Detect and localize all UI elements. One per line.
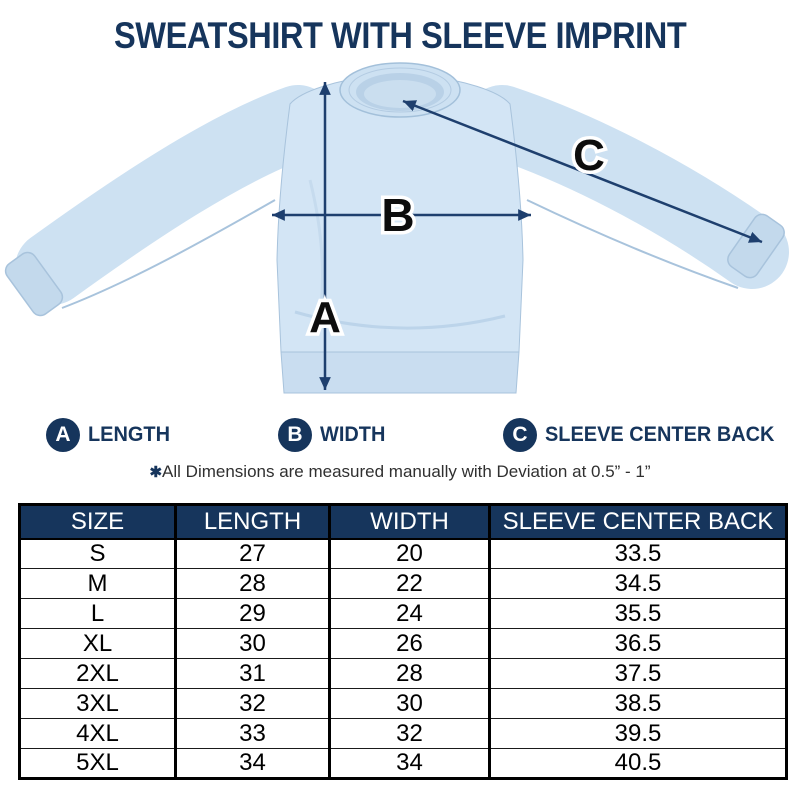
cell-length: 28 <box>174 568 330 599</box>
width-letter: B <box>381 189 414 241</box>
table-row-s: S 27 20 33.5 <box>19 538 787 569</box>
table-row-5xl: 5XL 34 34 40.5 <box>19 748 787 779</box>
cell-width: 28 <box>328 658 490 689</box>
cell-size: S <box>19 538 176 569</box>
cell-size: 5XL <box>19 748 176 779</box>
table-row-3xl: 3XL 32 30 38.5 <box>19 688 787 719</box>
cell-width: 30 <box>328 688 490 719</box>
cell-sleeve: 33.5 <box>488 538 787 569</box>
table-row-m: M 28 22 34.5 <box>19 568 787 599</box>
length-letter: A <box>309 293 341 342</box>
cell-length: 34 <box>174 748 330 779</box>
cell-size: L <box>19 598 176 629</box>
cell-width: 26 <box>328 628 490 659</box>
cell-length: 33 <box>174 718 330 749</box>
cell-width: 24 <box>328 598 490 629</box>
table-header-row: SIZE LENGTH WIDTH SLEEVE CENTER BACK <box>19 504 787 540</box>
cell-width: 22 <box>328 568 490 599</box>
cell-size: M <box>19 568 176 599</box>
legend-badge-b: B <box>278 417 312 452</box>
cell-sleeve: 39.5 <box>488 718 787 749</box>
measurement-note: ✱All Dimensions are measured manually wi… <box>149 462 651 481</box>
cell-sleeve: 34.5 <box>488 568 787 599</box>
cell-width: 34 <box>328 748 490 779</box>
col-header-size: SIZE <box>19 504 176 540</box>
cell-width: 20 <box>328 538 490 569</box>
cell-size: XL <box>19 628 176 659</box>
waistband <box>280 351 520 394</box>
cell-sleeve: 37.5 <box>488 658 787 689</box>
table-row-4xl: 4XL 33 32 39.5 <box>19 718 787 749</box>
cell-length: 31 <box>174 658 330 689</box>
size-table: SIZE LENGTH WIDTH SLEEVE CENTER BACK S 2… <box>18 503 788 780</box>
col-header-length: LENGTH <box>174 504 330 540</box>
cell-sleeve: 38.5 <box>488 688 787 719</box>
legend-width: B WIDTH <box>278 417 389 452</box>
left-cuff <box>4 251 64 317</box>
sleeve-letter: C <box>573 131 605 180</box>
cell-size: 2XL <box>19 658 176 689</box>
table-row-xl: XL 30 26 36.5 <box>19 628 787 659</box>
table-row-2xl: 2XL 31 28 37.5 <box>19 658 787 689</box>
asterisk-icon: ✱ <box>149 464 163 481</box>
legend-label-sleeve: SLEEVE CENTER BACK <box>545 422 775 446</box>
sweatshirt-illustration: A B C <box>4 62 789 394</box>
cell-width: 32 <box>328 718 490 749</box>
page-title: SWEATSHIRT WITH SLEEVE IMPRINT <box>113 15 687 56</box>
cell-sleeve: 36.5 <box>488 628 787 659</box>
cell-sleeve: 40.5 <box>488 748 787 779</box>
collar <box>339 62 461 118</box>
cell-length: 32 <box>174 688 330 719</box>
col-header-sleeve: SLEEVE CENTER BACK <box>488 504 787 540</box>
legend-label-length: LENGTH <box>88 422 171 446</box>
sleeve-arrow <box>402 99 763 244</box>
table-row-l: L 29 24 35.5 <box>19 598 787 629</box>
cell-size: 4XL <box>19 718 176 749</box>
legend-length: A LENGTH <box>46 417 174 452</box>
cell-length: 29 <box>174 598 330 629</box>
cell-size: 3XL <box>19 688 176 719</box>
legend-badge-c: C <box>503 417 537 452</box>
col-header-width: WIDTH <box>328 504 490 540</box>
cell-length: 27 <box>174 538 330 569</box>
legend-badge-a: A <box>46 417 80 452</box>
cell-length: 30 <box>174 628 330 659</box>
legend-label-width: WIDTH <box>320 422 386 446</box>
legend-sleeve-center-back: C SLEEVE CENTER BACK <box>503 417 787 452</box>
cell-sleeve: 35.5 <box>488 598 787 629</box>
dimension-arrows <box>272 82 763 390</box>
